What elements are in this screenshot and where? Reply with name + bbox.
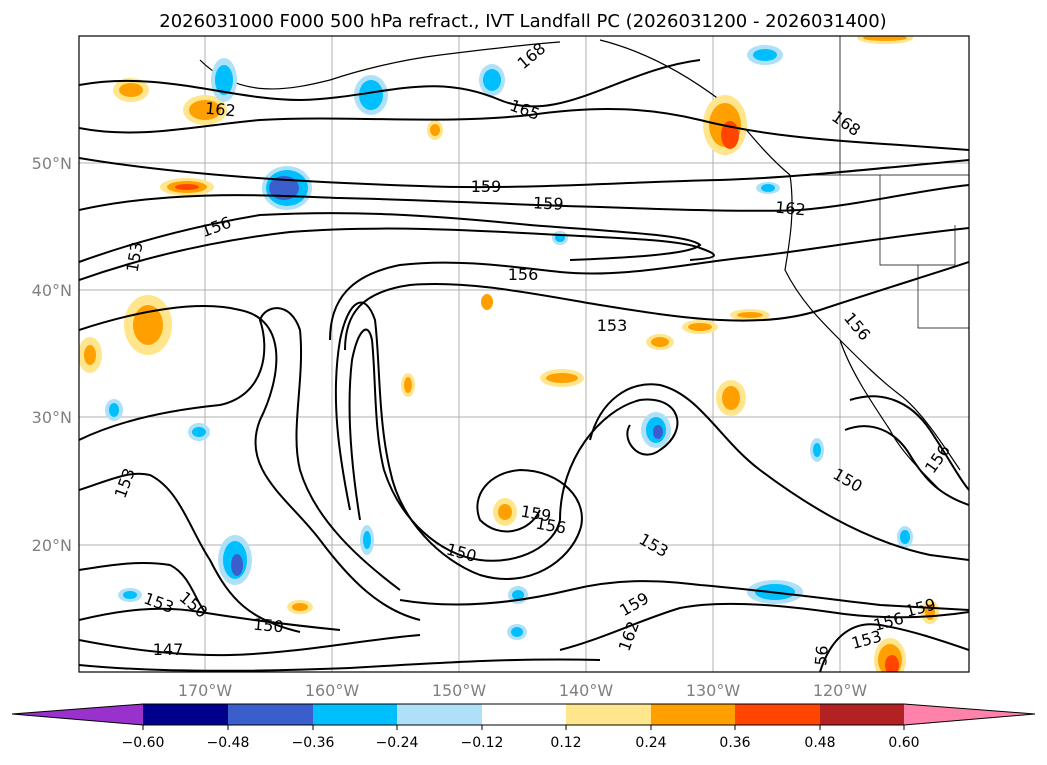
longitude-labels: 170°W 160°W 150°W 140°W 130°W 120°W (178, 681, 868, 700)
contour (79, 307, 401, 591)
contour (79, 305, 421, 621)
colorbar: −0.60 −0.48 −0.36 −0.24 −0.12 0.12 0.24 … (11, 703, 1036, 751)
colorbar-tick: −0.48 (207, 735, 250, 751)
map-title: 2026031000 F000 500 hPa refract., IVT La… (159, 11, 886, 32)
contour (819, 623, 969, 672)
state-borders-south (917, 265, 969, 329)
colorbar-tick: 0.12 (550, 735, 581, 751)
colorbar-segment (651, 704, 735, 725)
contour-label: 150 (252, 615, 284, 637)
contour (849, 395, 969, 491)
contour (844, 425, 969, 506)
colorbar-tick: −0.24 (376, 735, 419, 751)
contour-label: 159 (471, 177, 502, 196)
borders (810, 36, 969, 329)
contour-label: 159 (533, 193, 564, 214)
lat-label: 20°N (32, 536, 72, 555)
contour (399, 580, 969, 611)
contour (344, 261, 969, 351)
contour (79, 157, 969, 189)
contour (79, 472, 301, 633)
lon-label: 160°W (305, 681, 360, 700)
contour (329, 227, 969, 341)
contour-label: 56 (811, 645, 832, 667)
contour (79, 184, 969, 212)
contour-label: 147 (153, 640, 184, 659)
lat-label: 40°N (32, 281, 72, 300)
colorbar-tick: −0.12 (461, 735, 504, 751)
lon-label: 140°W (559, 681, 614, 700)
colorbar-tick: 0.36 (719, 735, 750, 751)
colorbar-segment (735, 704, 820, 725)
colorbar-segment (566, 704, 651, 725)
map-panel: 168 165 162 159 159 162 156 153 156 153 … (78, 35, 970, 673)
colorbar-segment (143, 704, 228, 725)
contour-label: 162 (774, 198, 806, 220)
lon-label: 150°W (432, 681, 487, 700)
colorbar-tick: 0.60 (888, 735, 919, 751)
refractivity-contours (79, 59, 969, 672)
contour (79, 59, 701, 108)
colorbar-segment (313, 704, 397, 725)
colorbar-tick: −0.60 (122, 735, 165, 751)
colorbar-tick: 0.24 (635, 735, 666, 751)
contour-label: 162 (204, 99, 236, 121)
colorbar-segment (397, 704, 482, 725)
colorbar-extend-max (904, 704, 1035, 725)
contour (79, 607, 341, 631)
colorbar-tick: 0.48 (804, 735, 835, 751)
lat-label: 50°N (32, 154, 72, 173)
contour (589, 383, 969, 561)
contour (79, 561, 206, 613)
contour (79, 658, 601, 672)
alaska-coast (199, 41, 561, 90)
lat-label: 30°N (32, 408, 72, 427)
lon-label: 130°W (686, 681, 741, 700)
contour (79, 212, 702, 263)
contour (334, 301, 583, 580)
lon-label: 120°W (813, 681, 868, 700)
lon-label: 170°W (178, 681, 233, 700)
colorbar-segment (820, 704, 904, 725)
contour (348, 328, 561, 562)
contour (79, 634, 421, 657)
colorbar-segment (482, 704, 566, 725)
colorbar-extend-min (12, 704, 143, 725)
map-frame (78, 35, 970, 673)
contour (559, 602, 969, 651)
colorbar-segment (228, 704, 313, 725)
state-borders (879, 175, 956, 266)
contour (559, 398, 679, 521)
contour-label: 156 (508, 265, 539, 284)
contour (79, 227, 715, 281)
colorbar-tick: −0.36 (292, 735, 335, 751)
contour-label: 153 (597, 316, 628, 335)
latitude-labels: 50°N 40°N 30°N 20°N (32, 154, 72, 555)
contour (79, 107, 969, 151)
